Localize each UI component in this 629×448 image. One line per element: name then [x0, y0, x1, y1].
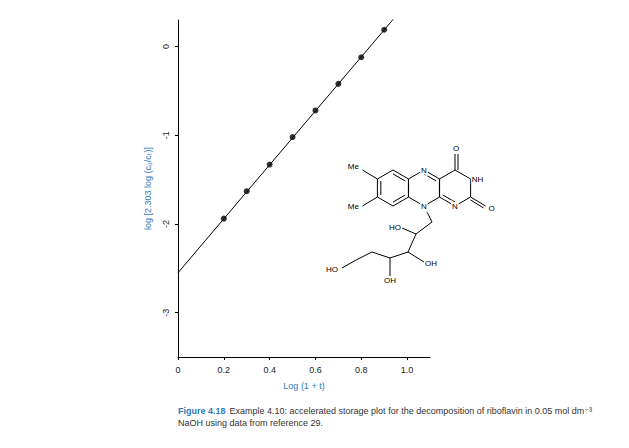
svg-text:-1: -1 [161, 131, 171, 139]
svg-text:log [2.303 log (c₀/cₜ)]: log [2.303 log (c₀/cₜ)] [143, 147, 153, 230]
svg-text:N: N [421, 202, 427, 211]
svg-text:HO: HO [326, 265, 338, 274]
svg-text:0.6: 0.6 [309, 365, 322, 375]
svg-text:-2: -2 [161, 220, 171, 228]
svg-text:0: 0 [161, 44, 171, 49]
svg-text:Log (1 + t): Log (1 + t) [283, 381, 324, 391]
svg-text:NH: NH [472, 175, 484, 184]
svg-text:O: O [453, 144, 459, 153]
svg-text:Me: Me [348, 162, 360, 171]
svg-text:0.4: 0.4 [263, 365, 276, 375]
svg-text:0: 0 [175, 365, 180, 375]
svg-text:-3: -3 [161, 309, 171, 317]
svg-text:OH: OH [384, 276, 396, 285]
svg-text:0.2: 0.2 [218, 365, 231, 375]
svg-text:HO: HO [389, 223, 401, 232]
html-text:Figure 4.18 Example 4.10: acce: Figure 4.18 Example 4.10: accelerated st… [178, 406, 592, 428]
svg-text:1.0: 1.0 [401, 365, 414, 375]
svg-text:0.8: 0.8 [355, 365, 368, 375]
svg-text:N: N [452, 202, 458, 211]
svg-text:N: N [421, 166, 427, 175]
svg-text:Me: Me [348, 202, 360, 211]
svg-text:O: O [488, 204, 494, 213]
svg-text:OH: OH [425, 259, 437, 268]
